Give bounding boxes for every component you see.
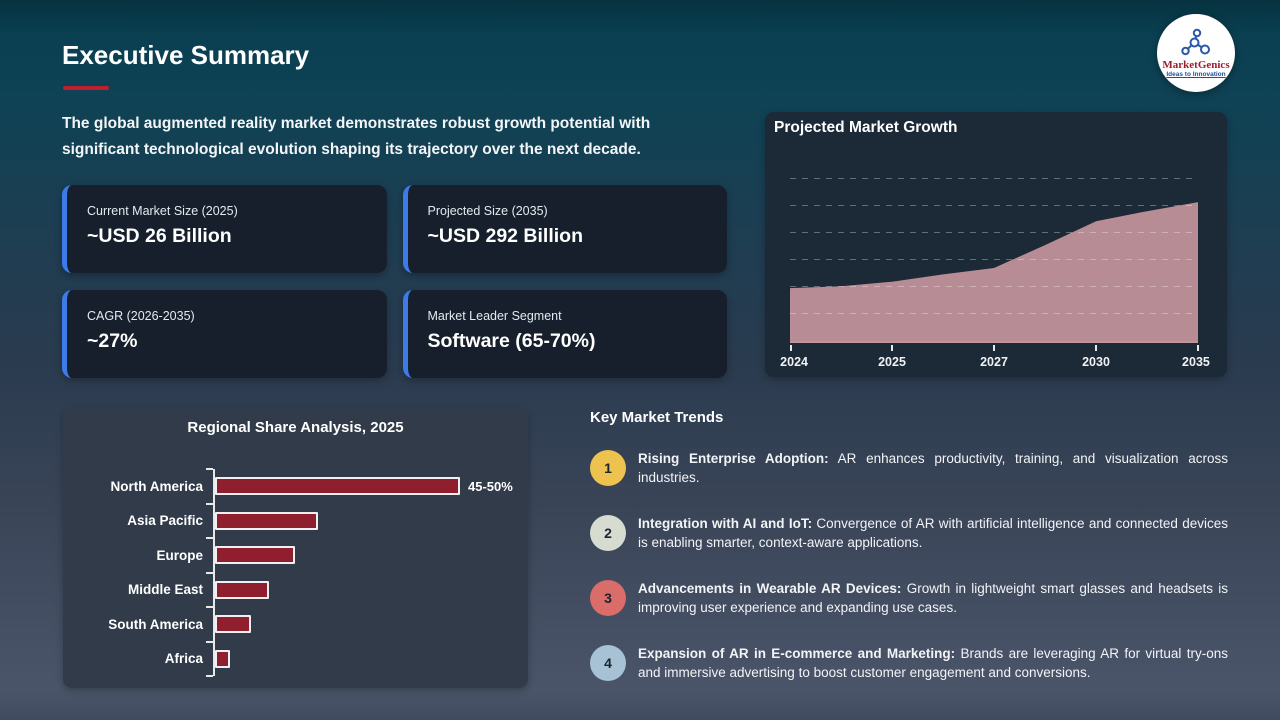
bar-europe <box>215 546 295 565</box>
x-axis-label: 2025 <box>878 355 906 369</box>
bar-north-america <box>215 477 460 496</box>
trend-body: Brands are leveraging AR for virtual try… <box>638 646 1228 680</box>
trend-lead: Integration with AI and IoT: <box>638 516 813 531</box>
trend-text: Integration with AI and IoT: Convergence… <box>638 514 1228 552</box>
x-axis-label: 2030 <box>1082 355 1110 369</box>
bar-middle-east <box>215 580 269 599</box>
stat-label: CAGR (2026-2035) <box>87 309 195 323</box>
tick <box>891 345 893 351</box>
key-market-trends-section: Key Market Trends 1 Rising Enterprise Ad… <box>590 409 1228 709</box>
stat-value: Software (65-70%) <box>427 330 596 352</box>
trend-number-badge: 1 <box>590 450 626 486</box>
trend-body: Growth in lightweight smart glasses and … <box>638 581 1228 615</box>
category-label: Africa <box>164 651 203 667</box>
trend-text: Rising Enterprise Adoption: AR enhances … <box>638 449 1228 487</box>
category-label: Middle East <box>127 582 203 598</box>
bar-row: Europe <box>75 537 520 573</box>
growth-area-chart <box>790 160 1198 343</box>
trend-item-1: 1 Rising Enterprise Adoption: AR enhance… <box>590 449 1228 487</box>
x-axis-label: 2027 <box>980 355 1008 369</box>
gridline <box>790 286 1198 287</box>
bar-asia-pacific <box>215 511 318 530</box>
tick <box>790 345 792 351</box>
trend-lead: Expansion of AR in E-commerce and Market… <box>638 646 956 661</box>
trend-body: AR enhances productivity, training, and … <box>638 451 1229 485</box>
regional-bar-chart: North America 45-50% Asia Pacific Europe… <box>75 468 520 677</box>
kpi-cards: Current Market Size (2025) ~USD 26 Billi… <box>62 185 727 378</box>
trend-body: Convergence of AR with artificial intell… <box>638 516 1228 550</box>
trends-title: Key Market Trends <box>590 409 724 426</box>
gridline <box>790 178 1198 179</box>
growth-chart-title: Projected Market Growth <box>774 119 958 136</box>
area-series <box>790 202 1198 343</box>
trend-text: Advancements in Wearable AR Devices: Gro… <box>638 579 1228 617</box>
trend-number-badge: 2 <box>590 515 626 551</box>
category-label: Europe <box>156 547 203 563</box>
trend-item-2: 2 Integration with AI and IoT: Convergen… <box>590 514 1228 552</box>
bar-row: Middle East <box>75 571 520 607</box>
x-axis-labels: 2024 2025 2027 2030 2035 <box>780 355 1210 371</box>
bar-track <box>206 502 520 538</box>
x-axis-label: 2024 <box>780 355 808 369</box>
bar-track <box>206 571 520 607</box>
title-underline-accent <box>63 86 109 90</box>
marketgenics-logo: MarketGenics Ideas to Innovation <box>1157 14 1235 92</box>
stat-label: Projected Size (2035) <box>427 204 548 218</box>
bar-track: 45-50% <box>206 468 520 504</box>
trend-item-3: 3 Advancements in Wearable AR Devices: G… <box>590 579 1228 617</box>
trend-number-badge: 4 <box>590 645 626 681</box>
regional-chart-title: Regional Share Analysis, 2025 <box>187 419 404 436</box>
trend-text: Expansion of AR in E-commerce and Market… <box>638 644 1228 682</box>
trend-number-badge: 3 <box>590 580 626 616</box>
tick <box>993 345 995 351</box>
x-axis-ticks <box>790 345 1199 352</box>
bar-south-america <box>215 615 251 634</box>
bar-track <box>206 640 520 677</box>
projected-market-growth-card: Projected Market Growth 2024 2025 2027 2… <box>765 112 1227 377</box>
category-label: North America <box>110 478 203 494</box>
stat-label: Current Market Size (2025) <box>87 204 238 218</box>
category-label: Asia Pacific <box>127 513 203 529</box>
trend-lead: Rising Enterprise Adoption: <box>638 451 829 466</box>
trend-lead: Advancements in Wearable AR Devices: <box>638 581 902 596</box>
tick <box>1197 345 1199 351</box>
tick <box>1095 345 1097 351</box>
gridline <box>790 232 1198 233</box>
stat-value: ~27% <box>87 330 138 352</box>
gridline <box>790 313 1198 314</box>
x-axis-label: 2035 <box>1182 355 1210 369</box>
stat-value: ~USD 292 Billion <box>427 225 584 247</box>
stat-card-projected-size: Projected Size (2035) ~USD 292 Billion <box>402 185 727 273</box>
intro-paragraph: The global augmented reality market demo… <box>62 115 651 158</box>
regional-share-card: Regional Share Analysis, 2025 North Amer… <box>63 408 528 688</box>
category-label: South America <box>108 616 203 632</box>
bar-row: Africa <box>75 640 520 677</box>
bar-track <box>206 606 520 642</box>
page-title: Executive Summary <box>62 40 310 70</box>
trend-item-4: 4 Expansion of AR in E-commerce and Mark… <box>590 644 1228 682</box>
molecule-icon <box>1181 28 1210 55</box>
bar-row: Asia Pacific <box>75 502 520 538</box>
gridline <box>790 259 1198 260</box>
stat-value: ~USD 26 Billion <box>87 225 232 247</box>
bar-africa <box>215 649 230 668</box>
logo-name: MarketGenics <box>1162 58 1230 71</box>
logo-tagline: Ideas to Innovation <box>1166 70 1226 78</box>
stat-card-cagr: CAGR (2026-2035) ~27% <box>62 290 387 378</box>
bar-row: North America 45-50% <box>75 468 520 504</box>
stat-card-market-leader-segment: Market Leader Segment Software (65-70%) <box>402 290 727 378</box>
gridline <box>790 205 1198 206</box>
stat-label: Market Leader Segment <box>427 309 562 323</box>
bar-row: South America <box>75 606 520 642</box>
bar-track <box>206 537 520 573</box>
bar-value-label: 45-50% <box>468 478 513 494</box>
stat-card-current-market-size: Current Market Size (2025) ~USD 26 Billi… <box>62 185 387 273</box>
